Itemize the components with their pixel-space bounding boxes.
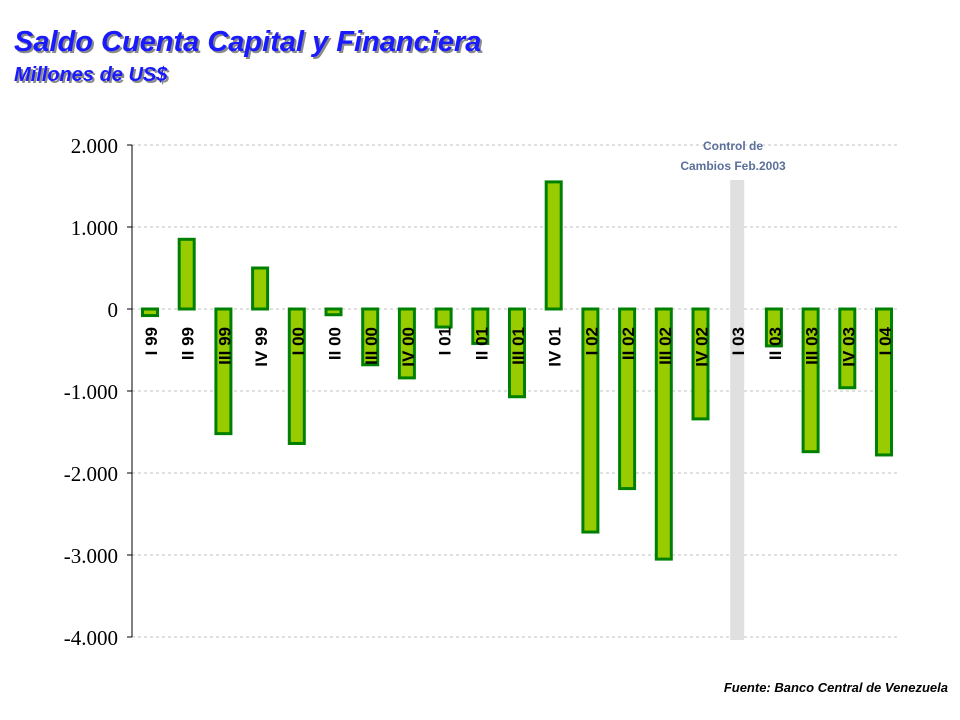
bar-III-02 (654, 307, 673, 561)
x-tick-label: IV 02 (693, 327, 712, 367)
y-tick-label: -4.000 (64, 626, 118, 650)
y-tick-label: -1.000 (64, 380, 118, 404)
bar-II-99 (177, 237, 196, 311)
x-tick-label: I 02 (582, 327, 601, 355)
x-tick-label: II 02 (619, 327, 638, 360)
bar-III-99 (214, 307, 233, 436)
bar-III-01 (508, 307, 526, 399)
x-tick-label: I 99 (142, 327, 161, 355)
y-tick-label: -3.000 (64, 544, 118, 568)
annotation-line2: Cambios Feb.2003 (680, 159, 786, 173)
bar-II-00 (324, 307, 343, 317)
x-tick-label: I 04 (876, 326, 895, 355)
bar-III-03 (801, 307, 820, 454)
chart-title: Saldo Cuenta Capital y Financiera (14, 26, 482, 58)
bar-II-02 (618, 307, 637, 491)
bar-II-03 (764, 307, 783, 348)
x-tick-label: III 02 (656, 327, 675, 365)
chart-subtitle: Millones de US$ (14, 64, 168, 86)
x-tick-label: III 01 (509, 327, 528, 365)
y-tick-label: -2.000 (64, 462, 118, 486)
y-tick-label: 2.000 (71, 134, 118, 158)
x-tick-label: IV 00 (399, 327, 418, 367)
bar-I-02 (581, 307, 600, 534)
x-tick-label: IV 01 (546, 327, 565, 367)
x-tick-label: III 03 (803, 327, 822, 365)
x-tick-label: II 99 (179, 327, 198, 360)
x-tick-label: II 03 (766, 327, 785, 360)
bar-I-04 (875, 307, 893, 457)
bar-IV-01 (544, 180, 563, 311)
x-tick-label: III 00 (362, 327, 381, 365)
bar-IV-99 (251, 266, 270, 311)
y-tick-label: 1.000 (71, 216, 118, 240)
bar-IV-00 (397, 307, 416, 380)
bar-I-01 (434, 307, 453, 329)
x-tick-label: II 00 (326, 327, 345, 360)
annotation-line1: Control de (703, 139, 763, 153)
source-note: Fuente: Banco Central de Venezuela (723, 680, 948, 695)
bar-I-00 (287, 307, 306, 445)
x-tick-label: IV 03 (839, 327, 858, 367)
bar-IV-02 (691, 307, 710, 421)
bar-III-00 (361, 307, 380, 367)
bar-IV-03 (838, 307, 857, 390)
bar-I-99 (141, 307, 159, 318)
x-tick-label: I 01 (436, 327, 455, 355)
x-tick-label: I 03 (729, 327, 748, 355)
x-tick-label: IV 99 (252, 327, 271, 367)
bar-II-01 (471, 307, 490, 345)
exchange-control-band (730, 180, 745, 640)
x-tick-label: I 00 (289, 327, 308, 355)
x-tick-label: III 99 (215, 327, 234, 365)
x-tick-label: II 01 (472, 327, 491, 360)
y-tick-label: 0 (108, 298, 119, 322)
